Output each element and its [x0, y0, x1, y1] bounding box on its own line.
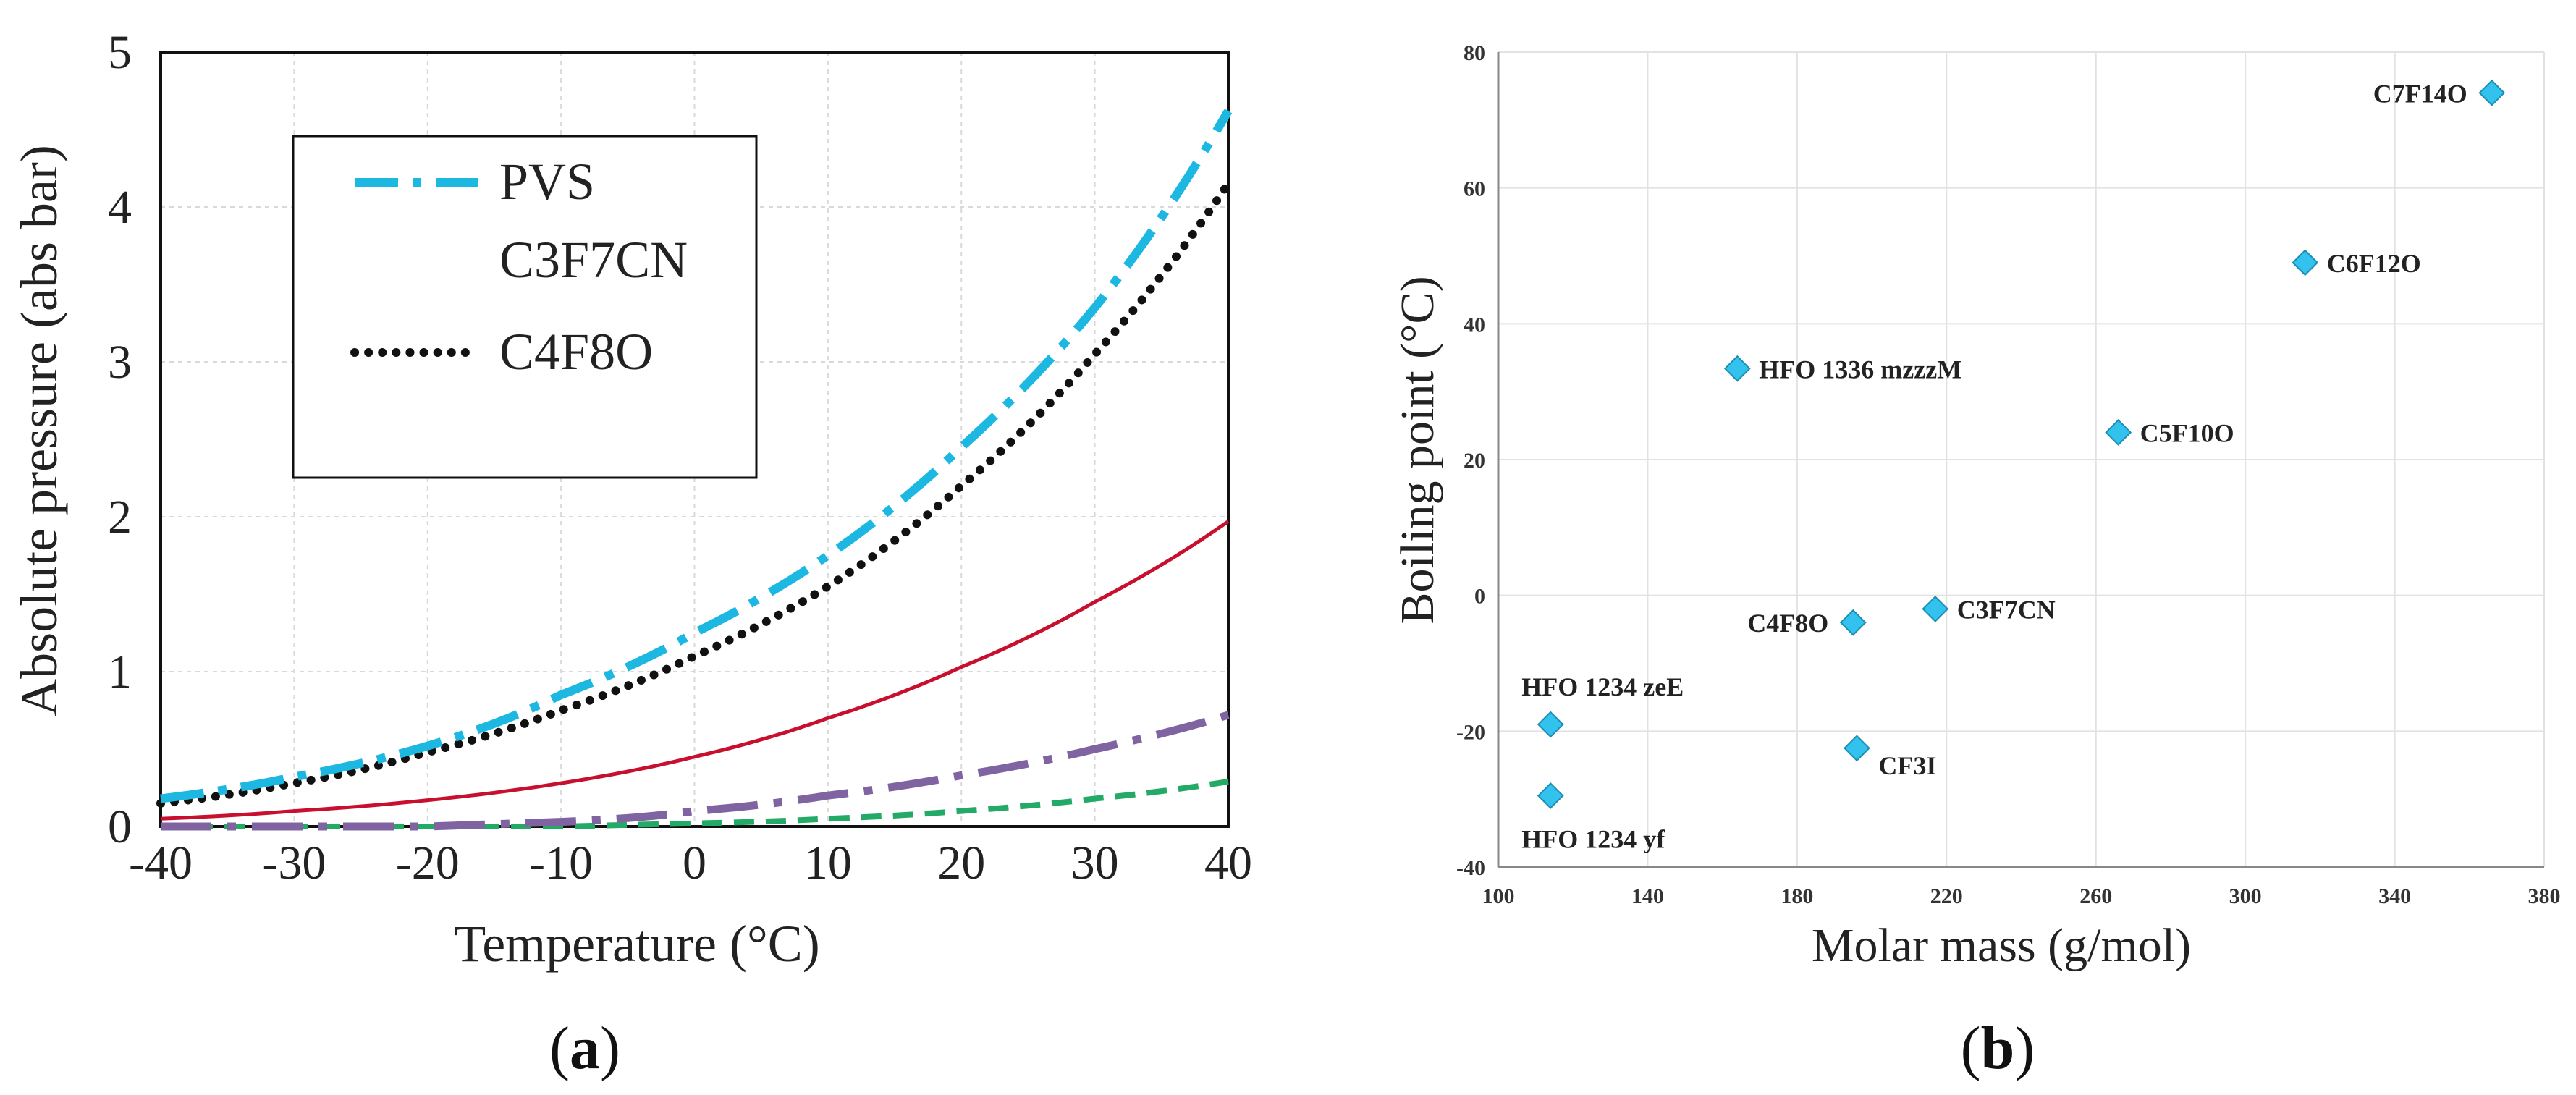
marker-hfo-1234-zee [1537, 711, 1564, 738]
marker-hfo-1336-mzzzm [1723, 355, 1751, 382]
panel-b-data-points: C7F14O C6F12O HFO 1336 mzzzM C5F10O C3F7CN C4… [1521, 79, 2506, 853]
panel-a-x-tick-label: 40 [1204, 837, 1252, 889]
marker-c4f8o [1839, 609, 1867, 636]
panel-b-x-tick-label: 220 [1930, 884, 1963, 908]
panel-b-x-tick-label: 180 [1781, 884, 1813, 908]
panel-b-y-tick-label: 80 [1464, 41, 1485, 65]
panel-b-x-tick-label: 300 [2229, 884, 2262, 908]
panel-a-y-tick-labels: 0 1 2 3 4 5 [108, 26, 132, 853]
panel-b-gridlines [1498, 51, 2545, 868]
panel-a-x-tick-label: -20 [396, 837, 460, 889]
panel-b-y-tick-label: 60 [1464, 177, 1485, 201]
marker-c6f12o [2292, 249, 2319, 276]
panel-a-y-tick-label: 1 [108, 646, 132, 698]
legend-label-pvs: PVS [499, 153, 595, 211]
panel-a-plot-frame [159, 51, 1230, 828]
marker-c5f10o [2105, 419, 2132, 446]
panel-a-x-tick-label: 20 [937, 837, 985, 889]
panel-a-caption: (a) [549, 1015, 620, 1082]
panel-a-y-tick-label: 2 [108, 491, 132, 544]
panel-b-x-tick-labels: 100 140 180 220 260 300 340 380 [1482, 884, 2561, 908]
point-label-c7f14o: C7F14O [2373, 79, 2467, 108]
panel-b-y-tick-label: 20 [1464, 449, 1485, 473]
panel-b-y-tick-label: -40 [1456, 856, 1485, 880]
series-line-pvs-c3f7cn [160, 109, 1233, 803]
point-label-cf3i: CF3I [1878, 751, 1936, 780]
panel-b-y-tick-label: 40 [1464, 313, 1485, 337]
point-label-c4f8o: C4F8O [1747, 609, 1828, 638]
panel-b-x-tick-label: 340 [2378, 884, 2411, 908]
panel-a-x-tick-label: 0 [683, 837, 706, 889]
marker-hfo-1234-yf [1537, 782, 1564, 809]
point-label-c5f10o: C5F10O [2140, 418, 2234, 447]
panel-a-x-tick-label: 10 [804, 837, 852, 889]
series-line-c4f8o [156, 179, 1233, 808]
panel-b-y-tick-label: 0 [1474, 585, 1485, 609]
marker-c7f14o [2478, 79, 2506, 106]
panel-b-x-tick-label: 140 [1631, 884, 1664, 908]
panel-b-y-tick-labels: -40 -20 0 20 40 60 80 [1456, 41, 1485, 880]
panel-b-y-tick-label: -20 [1456, 720, 1485, 744]
marker-cf3i [1844, 735, 1870, 762]
marker-c3f7cn [1922, 596, 1949, 622]
point-label-hfo-1234-yf: HFO 1234 yf [1521, 824, 1665, 853]
panel-a-x-axis-label: Temperature (°C) [454, 915, 820, 973]
panel-a-y-tick-label: 3 [108, 336, 132, 389]
panel-a-caption-letter: a [570, 1015, 600, 1082]
legend-label-c3f7cn: C3F7CN [499, 231, 688, 289]
panel-a-y-tick-label: 4 [108, 181, 132, 234]
panel-a-x-tick-label: 30 [1071, 837, 1119, 889]
legend-label-c4f8o: C4F8O [499, 323, 653, 381]
panel-a-x-tick-labels: -40 -30 -20 -10 0 10 20 30 40 [129, 837, 1252, 889]
panel-a-line-chart: 0 1 2 3 4 5 -40 -30 -20 -10 0 10 20 30 40 PVS C3F7CN … [10, 26, 1252, 1082]
point-label-hfo-1234-zee: HFO 1234 zeE [1521, 672, 1684, 701]
panel-a-y-axis-label: Absolute pressure (abs bar) [10, 145, 68, 716]
point-label-c6f12o: C6F12O [2327, 249, 2421, 278]
panel-b-caption-letter: b [1981, 1015, 2015, 1082]
panel-a-y-tick-label: 5 [108, 26, 132, 79]
panel-b-x-axis-label: Molar mass (g/mol) [1812, 919, 2191, 972]
series-line-purple-curve [161, 711, 1230, 831]
panel-b-y-axis-label: Boiling point (°C) [1391, 276, 1444, 624]
panel-b-scatter-chart: -40 -20 0 20 40 60 80 100 140 180 220 260 300 340 380… [1391, 41, 2561, 1082]
panel-a-x-tick-label: -40 [129, 837, 193, 889]
panel-a-legend: PVS C3F7CN C4F8O [292, 135, 758, 479]
point-label-hfo-1336-mzzzm: HFO 1336 mzzzM [1759, 355, 1961, 384]
series-line-red-curve [160, 520, 1230, 821]
panel-b-caption: (b) [1961, 1015, 2035, 1082]
panel-a-series-lines [156, 109, 1233, 831]
panel-b-x-tick-label: 380 [2528, 884, 2561, 908]
panel-b-x-tick-label: 260 [2079, 884, 2112, 908]
panel-a-x-tick-label: -10 [529, 837, 593, 889]
series-line-green-curve [161, 778, 1229, 829]
panel-a-x-tick-label: -30 [262, 837, 326, 889]
panel-a-y-tick-label: 0 [108, 800, 132, 853]
panel-b-x-tick-label: 100 [1482, 884, 1515, 908]
point-label-c3f7cn: C3F7CN [1957, 595, 2056, 624]
legend-box [292, 135, 758, 479]
